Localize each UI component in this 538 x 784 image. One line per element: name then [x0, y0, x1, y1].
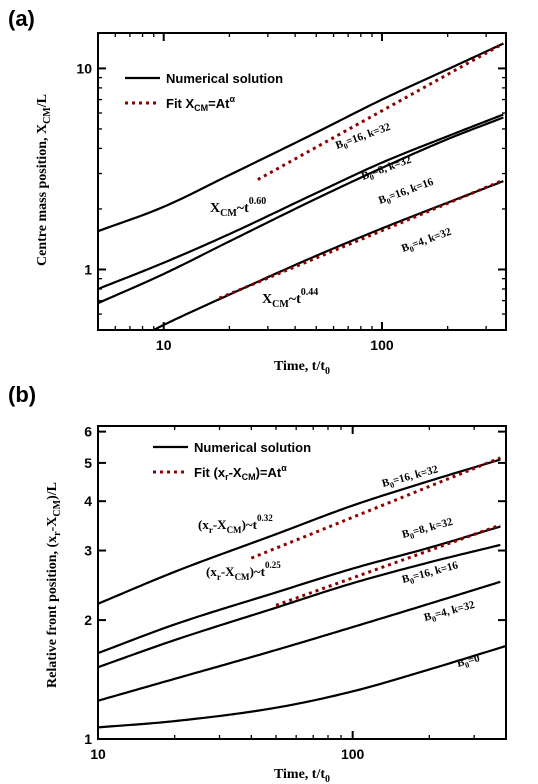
series-label-b-b16-k16: B0=16, k=16	[401, 559, 461, 588]
panel-a-legend: Numerical solution Fit XCM=Atα	[125, 71, 283, 113]
panel-a-tick-labels: 10 100 1 10	[76, 60, 393, 353]
panel-b-legend: Numerical solution Fit (xr-XCM)=Atα	[153, 440, 311, 482]
panel-a-ticks	[97, 33, 506, 331]
series-label-a-b4-k32: B0=4, k=32	[400, 226, 454, 257]
panel-b-fits	[250, 456, 501, 607]
series-label-b-b0: B0=0	[456, 652, 482, 672]
y-tick-label: 1	[84, 731, 92, 747]
panel-b-letter: (b)	[8, 382, 36, 407]
series-line-b-4	[98, 644, 506, 729]
y-tick-label: 1	[84, 261, 92, 277]
panel-a-xlabel: Time, t/t0	[274, 359, 330, 377]
legend-b-solid-label: Numerical solution	[194, 440, 311, 455]
fit-line-b-1	[275, 523, 501, 607]
x-tick-label: 10	[156, 337, 172, 353]
panel-b-ylabel: Relative front position, (xr-XCM)/L	[45, 482, 63, 688]
panel-b-frame	[97, 425, 507, 740]
fit-line-a-0	[257, 42, 505, 181]
panel-a-frame	[97, 32, 507, 331]
series-line-b-1	[98, 525, 501, 655]
panel-a-letter: (a)	[8, 6, 35, 31]
panel-a-fits	[218, 42, 505, 300]
panel-b-xlabel: Time, t/t0	[274, 767, 330, 784]
series-label-a-b16-k16: B0=16, k=16	[377, 176, 436, 209]
panel-a-ylabel: Centre mass position, XCM/L	[35, 94, 53, 266]
panel-b-lines	[98, 458, 506, 729]
panel-b-ticks	[97, 426, 507, 740]
x-tick-label: 100	[370, 337, 394, 353]
legend-a-fit-label: Fit XCM=Atα	[166, 94, 235, 113]
y-tick-label: 4	[84, 493, 92, 509]
series-label-a-b16-k32: B0=16, k=32	[334, 121, 393, 154]
panel-a: (a) 10 100 1 10 Numerical solution Fit XCM=…	[8, 6, 507, 377]
series-label-b-b8-k32: B0=8, k=32	[401, 516, 455, 543]
fit-line-b-0	[250, 456, 501, 560]
annotation-b-032: (xr-XCM)~t0.32	[198, 513, 273, 535]
series-line-a-3	[153, 180, 504, 330]
fit-line-a-1	[218, 178, 504, 300]
x-tick-label: 100	[341, 746, 365, 762]
panel-b: (b) 10 100 1 2 3 4 5 6 Numerical solution Fit (…	[8, 382, 507, 784]
panel-b-tick-labels: 10 100 1 2 3 4 5 6	[84, 424, 364, 762]
annotation-a-xcm-060: XCM~t0.60	[210, 196, 266, 219]
series-line-a-1	[98, 113, 504, 290]
y-tick-label: 5	[84, 455, 92, 471]
x-tick-label: 10	[90, 746, 106, 762]
series-line-a-2	[98, 116, 504, 305]
y-tick-label: 6	[84, 424, 92, 440]
series-line-a-0	[98, 42, 504, 233]
series-line-b-0	[98, 458, 501, 605]
series-line-b-2	[98, 543, 501, 669]
y-tick-label: 3	[84, 543, 92, 559]
series-line-b-3	[98, 580, 501, 702]
y-tick-label: 2	[84, 612, 92, 628]
annotation-b-025: (xr-XCM)~t0.25	[206, 560, 281, 582]
annotation-a-xcm-044: XCM~t0.44	[262, 287, 318, 310]
legend-a-solid-label: Numerical solution	[166, 71, 283, 86]
y-tick-label: 10	[76, 60, 92, 76]
legend-b-fit-label: Fit (xr-XCM)=Atα	[194, 463, 287, 482]
